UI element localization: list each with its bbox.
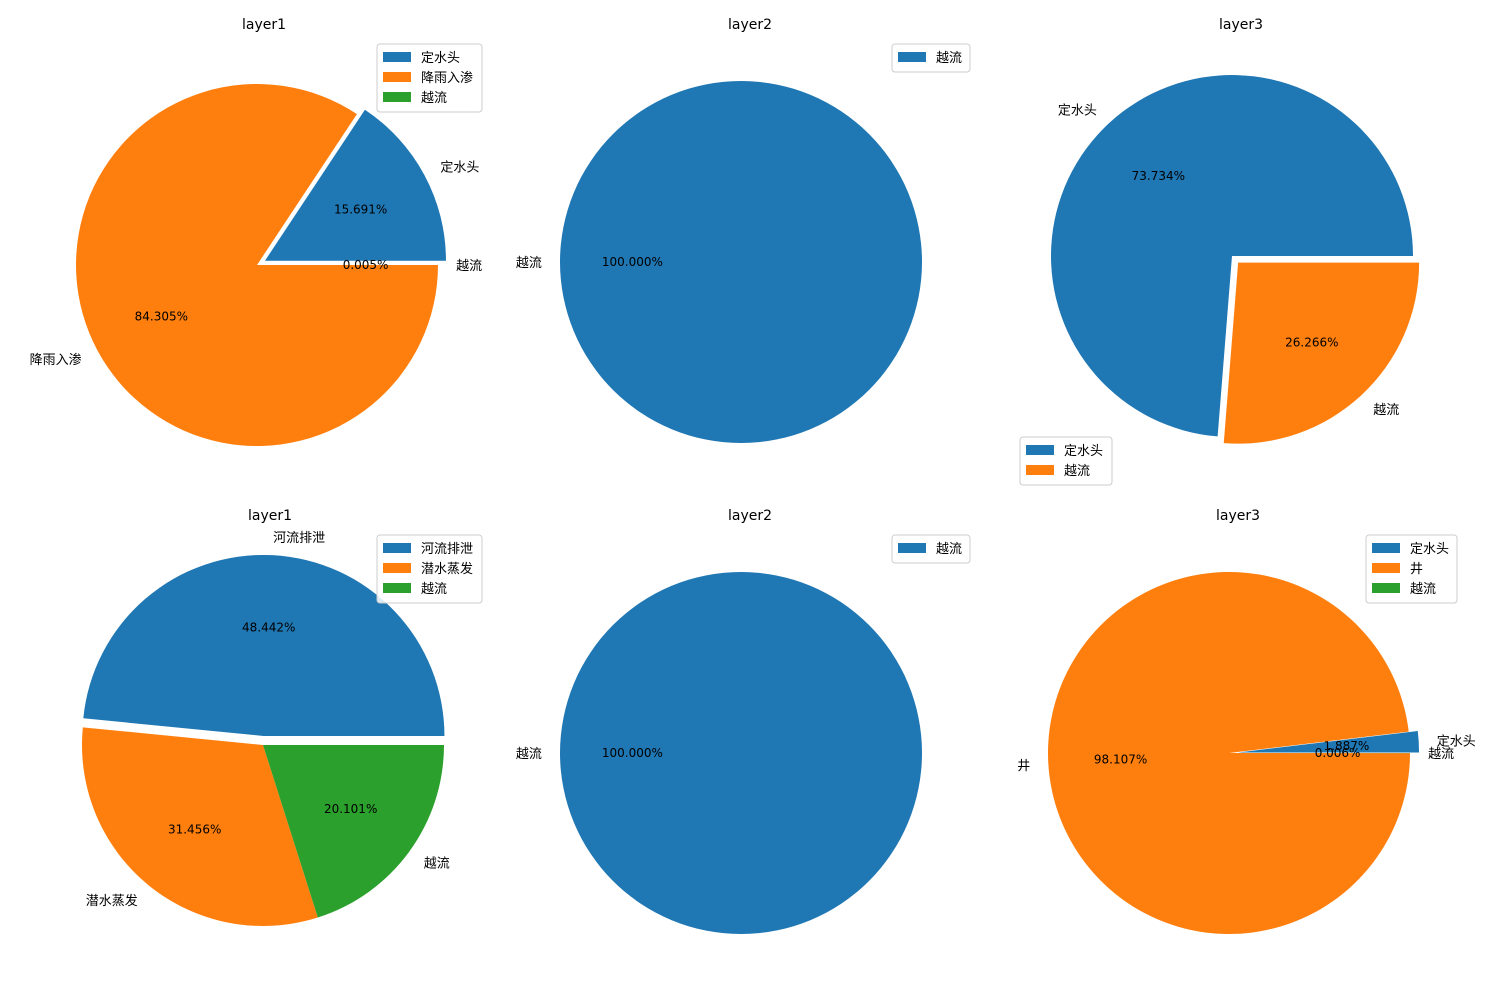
legend-label: 定水头: [421, 51, 460, 66]
legend-label: 降雨入渗: [421, 71, 473, 86]
legend-box: [891, 534, 971, 564]
pie-title: layer2: [728, 17, 772, 33]
pie-slice-percent: 15.691%: [334, 202, 387, 216]
legend-swatch: [383, 52, 411, 62]
legend-swatch: [898, 543, 926, 553]
pie-slice: [1238, 731, 1420, 753]
legend-swatch: [383, 72, 411, 82]
pie-slice-label: 潜水蒸发: [86, 893, 138, 909]
legend-swatch: [383, 92, 411, 102]
pie-slice-percent: 31.456%: [168, 822, 221, 836]
pie-slice-label: 河流排泄: [273, 531, 325, 546]
pie-slice-label: 越流: [1428, 747, 1454, 762]
pie-slice-label: 定水头: [440, 160, 479, 175]
pie-slice: [1051, 74, 1413, 437]
pie-slice: [560, 81, 922, 443]
pie-slice-percent: 48.442%: [242, 620, 295, 634]
pie-slice-label: 定水头: [1437, 735, 1476, 750]
legend-label: 河流排泄: [421, 542, 473, 557]
pie-slice-percent: 0.006%: [1315, 746, 1361, 760]
pie-title: layer3: [1219, 17, 1263, 33]
legend-swatch: [1372, 583, 1400, 593]
pie-slice-label: 越流: [1373, 403, 1399, 418]
pie-slice: [83, 554, 445, 736]
legend-swatch: [898, 52, 926, 62]
legend-swatch: [383, 583, 411, 593]
legend-box: [891, 43, 971, 73]
legend-label: 越流: [936, 542, 962, 557]
pie-slice-label: 定水头: [1058, 104, 1097, 119]
legend-label: 定水头: [1064, 444, 1103, 459]
pie-title: layer2: [728, 508, 772, 524]
pie-slice: [263, 745, 444, 918]
pie-slice-percent: 73.734%: [1132, 169, 1185, 183]
legend-label: 越流: [421, 91, 447, 106]
pie-title: layer1: [242, 17, 286, 33]
legend-label: 越流: [1410, 582, 1436, 597]
legend-label: 井: [1410, 562, 1423, 577]
pie-slice-label: 越流: [456, 259, 482, 274]
pie-slice-label: 越流: [424, 857, 450, 872]
legend-swatch: [383, 563, 411, 573]
pie-slice-percent: 20.101%: [324, 802, 377, 816]
pie-slice: [1048, 572, 1410, 935]
pie-slice-label: 井: [1017, 759, 1030, 774]
pie-slice: [1223, 262, 1420, 444]
legend-label: 越流: [1064, 464, 1090, 479]
pie-slice: [82, 727, 318, 926]
pie-slice-percent: 84.305%: [135, 309, 188, 323]
pie-slice: [264, 109, 446, 261]
pie-slice-percent: 1.887%: [1324, 739, 1370, 753]
legend-label: 越流: [421, 582, 447, 597]
legend-label: 越流: [936, 51, 962, 66]
pie-slice: [76, 84, 438, 447]
pie-slice-percent: 98.107%: [1094, 752, 1147, 766]
legend-swatch: [1026, 465, 1054, 475]
pie-slice: [560, 572, 922, 934]
legend-label: 定水头: [1410, 542, 1449, 557]
pie-slice-percent: 0.005%: [343, 258, 389, 272]
legend-swatch: [383, 543, 411, 553]
legend-swatch: [1372, 563, 1400, 573]
pie-slice-label: 越流: [516, 256, 542, 271]
pie-title: layer1: [248, 508, 292, 524]
pie-slice-percent: 100.000%: [602, 746, 663, 760]
pie-title: layer3: [1216, 508, 1260, 524]
pie-slice-percent: 26.266%: [1285, 335, 1338, 349]
legend-swatch: [1026, 445, 1054, 455]
pie-slice-label: 越流: [516, 747, 542, 762]
legend-label: 潜水蒸发: [421, 561, 473, 577]
pie-slice-label: 降雨入渗: [30, 353, 82, 368]
pie-slice-percent: 100.000%: [602, 255, 663, 269]
legend-swatch: [1372, 543, 1400, 553]
pie-panel-4: layer1 48.442% 河流排泄 31.456% 潜水蒸发 20.101% 越流 河流排…: [82, 508, 483, 926]
